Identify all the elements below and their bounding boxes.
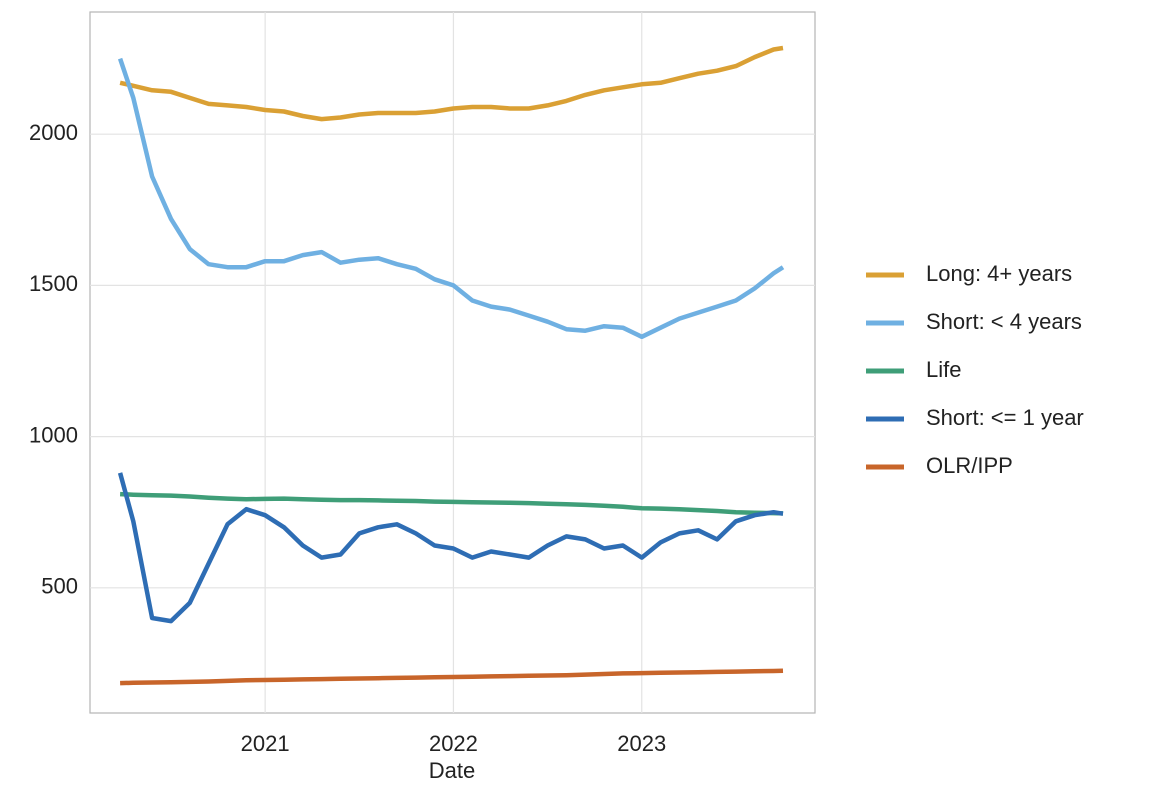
series-line (120, 668, 784, 686)
y-tick-label: 500 (41, 574, 78, 599)
legend-label: Short: <= 1 year (926, 405, 1084, 430)
series-line (119, 491, 784, 516)
series-line (119, 45, 784, 122)
x-axis-label: Date (429, 758, 475, 783)
x-tick-label: 2021 (241, 731, 290, 756)
legend-label: Life (926, 357, 961, 382)
y-tick-label: 1000 (29, 422, 78, 447)
x-tick-label: 2022 (429, 731, 478, 756)
series-line (117, 57, 785, 340)
legend-label: Short: < 4 years (926, 309, 1082, 334)
y-tick-label: 2000 (29, 120, 78, 145)
legend-label: OLR/IPP (926, 453, 1013, 478)
x-tick-label: 2023 (617, 731, 666, 756)
plot-panel (89, 11, 816, 714)
legend-label: Long: 4+ years (926, 261, 1072, 286)
series-line (117, 472, 784, 624)
y-tick-label: 1500 (29, 271, 78, 296)
